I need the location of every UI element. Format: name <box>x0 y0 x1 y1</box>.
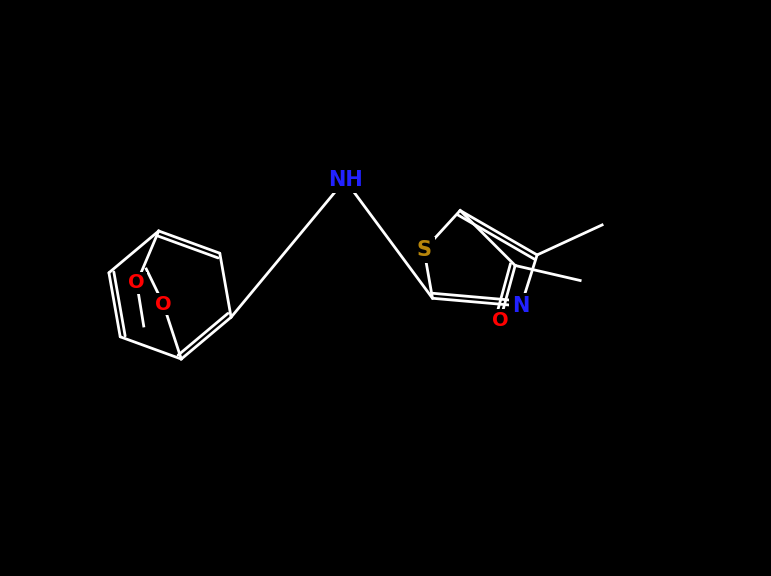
Text: NH: NH <box>328 170 362 190</box>
Text: O: O <box>129 274 145 293</box>
Text: N: N <box>512 296 530 316</box>
Text: O: O <box>155 294 172 313</box>
Text: O: O <box>492 311 509 330</box>
Text: S: S <box>416 240 432 260</box>
